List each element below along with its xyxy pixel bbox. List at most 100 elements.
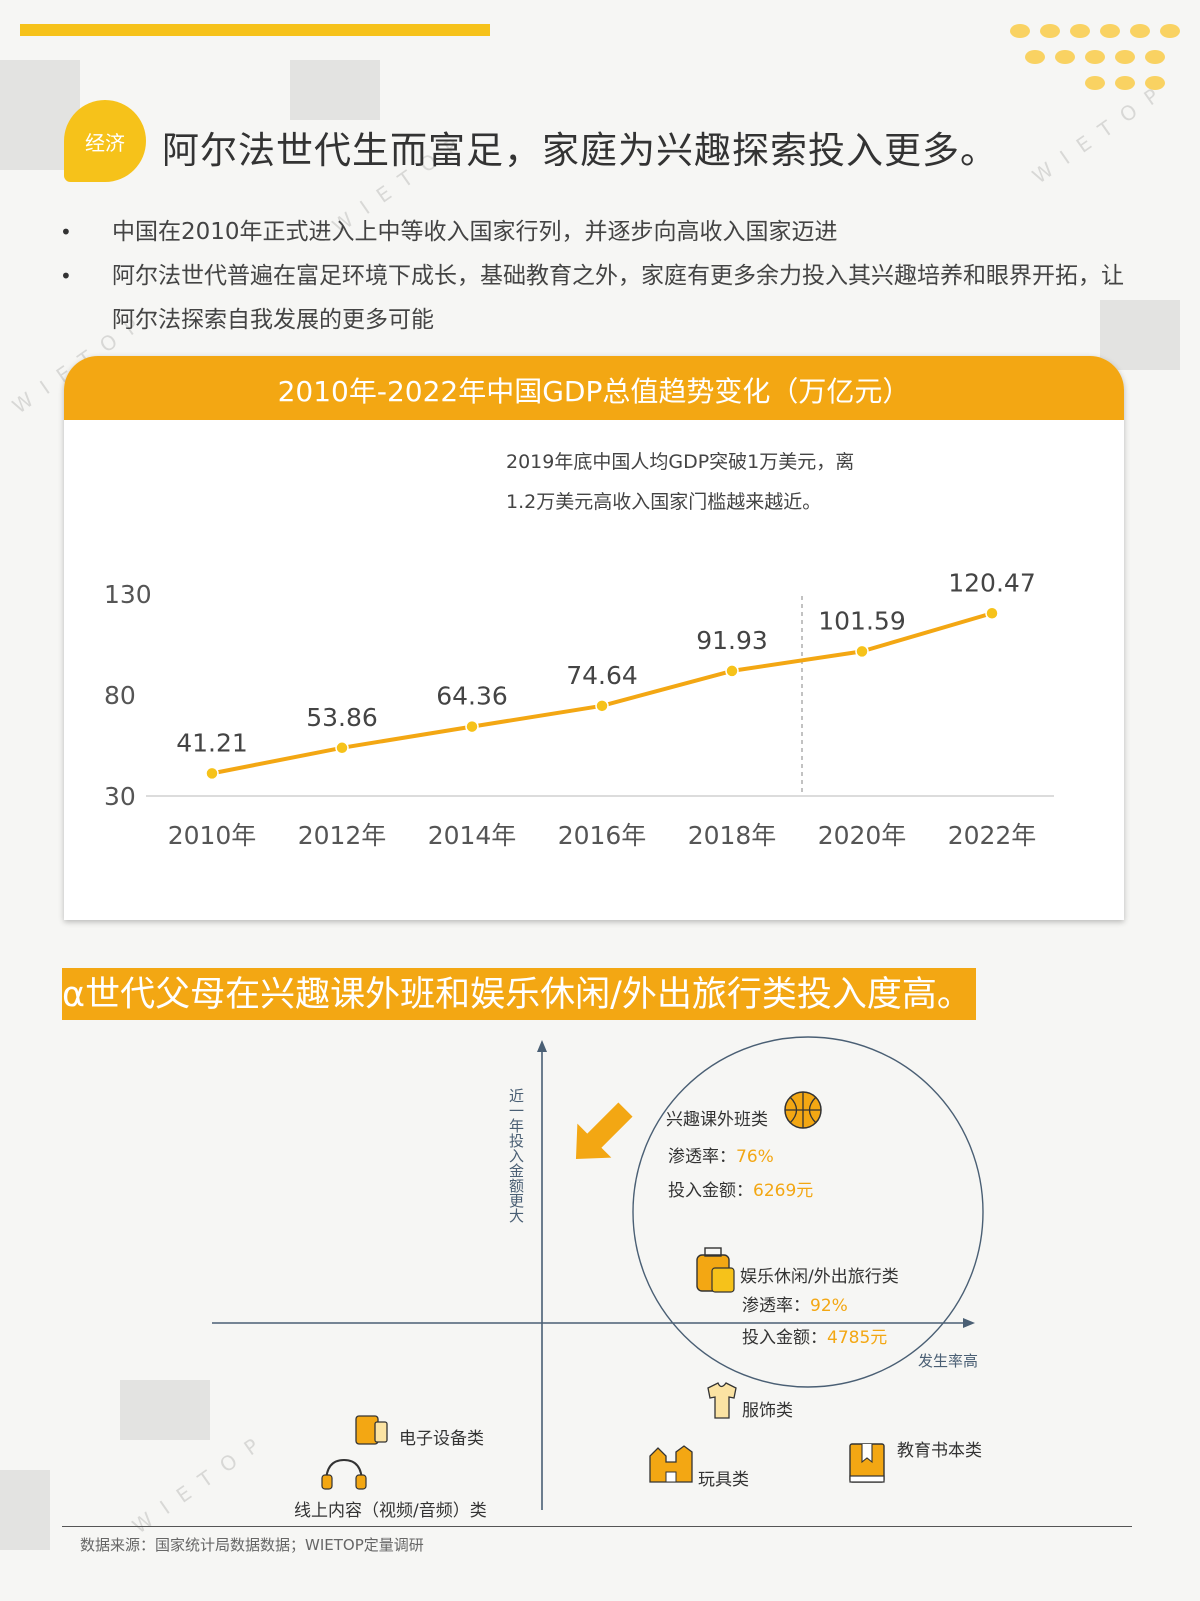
amount-line-leisure-travel: 投入金额：4785元 [742,1323,887,1348]
data-point [335,741,349,755]
item-label-interest-class: 兴趣课外班类 [666,1110,768,1130]
x-axis-label: 发生率高 [918,1352,979,1370]
decorative-dot [1085,50,1105,64]
series-line [211,611,993,776]
book-ribbon [861,1444,873,1464]
decorative-dots [1010,24,1190,104]
data-point [985,606,999,621]
y-tick-label: 80 [104,681,136,710]
item-label-toys: 玩具类 [698,1470,749,1490]
data-label: 41.21 [176,728,248,757]
decorative-dot [1100,24,1120,38]
headband [325,1458,363,1484]
decorative-dot [1145,50,1165,64]
quadrant-chart [212,1036,984,1510]
decorative-dot [1160,24,1180,38]
data-point [855,644,869,659]
x-tick-label: 2010年 [168,821,257,850]
bullet-item: 中国在2010年正式进入上中等收入国家行列，并逐步向高收入国家迈进 [60,210,1140,254]
direction-arrow-icon [575,1102,633,1160]
x-tick-label: 2014年 [428,821,517,850]
data-label: 101.59 [818,606,905,635]
section-title: α世代父母在兴趣课外班和娱乐休闲/外出旅行类投入度高。 [62,968,976,1020]
decorative-dot [1130,24,1150,38]
gdp-chart-card: 2010年-2022年中国GDP总值趋势变化（万亿元） 30 80 130 2010年… [64,356,1124,920]
gdp-line-chart: 30 80 130 2010年 2012年 2014年 2016年 2018年 2020年 202… [104,451,1054,850]
luggage-handle [704,1247,722,1257]
chart-title: 2010年-2022年中国GDP总值趋势变化（万亿元） [64,356,1124,420]
book-icon [849,1443,885,1483]
x-tick-label: 2016年 [558,821,647,850]
x-tick-label: 2012年 [298,821,387,850]
castle-shape [649,1445,693,1483]
data-point [205,766,219,781]
y-tick-label: 30 [104,782,136,811]
x-tick-label: 2022年 [948,821,1037,850]
amount-value: 4785元 [827,1328,888,1348]
highlight-circle [632,1036,984,1388]
data-label: 53.86 [306,703,378,732]
item-label-electronics: 电子设备类 [399,1429,484,1449]
data-label: 74.64 [566,661,638,690]
page-title: 阿尔法世代生而富足，家庭为兴趣探索投入更多。 [162,129,998,172]
decorative-dot [1070,24,1090,38]
x-axis-arrowhead [963,1318,975,1328]
decorative-dot [1025,50,1045,64]
basketball-icon [784,1091,822,1129]
y-axis-arrowhead [537,1040,547,1052]
decorative-dot [1040,24,1060,38]
x-tick-label: 2020年 [818,821,907,850]
bullet-list: 中国在2010年正式进入上中等收入国家行列，并逐步向高收入国家迈进 阿尔法世代普… [60,210,1140,342]
decorative-dot [1055,50,1075,64]
item-label-online-content: 线上内容（视频/音频）类 [294,1501,487,1521]
data-source: 数据来源：国家统计局数据数据；WIETOP定量调研 [80,1536,424,1554]
left-cup [321,1474,333,1490]
castle-door [665,1471,677,1483]
top-accent-bar [20,24,490,36]
watermark-block [120,1380,210,1440]
decorative-dot [1115,76,1135,90]
category-tag: 经济 [64,100,146,182]
item-label-books: 教育书本类 [897,1441,982,1461]
decorative-dot [1145,76,1165,90]
shirt-shape [707,1382,737,1419]
decorative-dot [1115,50,1135,64]
bullet-item: 阿尔法世代普遍在富足环境下成长，基础教育之外，家庭有更多余力投入其兴趣培养和眼界… [60,254,1140,342]
watermark-block [290,60,380,120]
tshirt-icon [707,1382,737,1419]
data-point [595,699,609,713]
toy-castle-icon [649,1445,693,1483]
amount-line-interest-class: 投入金额：6269元 [668,1176,813,1201]
annotation-text: 1.2万美元高收入国家门槛越来越近。 [506,491,821,513]
amount-label: 投入金额： [668,1181,753,1201]
luggage-icon [696,1247,735,1293]
rate-value: 92% [810,1296,848,1316]
item-label-leisure-travel: 娱乐休闲/外出旅行类 [740,1267,899,1287]
devices-icon [355,1415,388,1445]
footer-divider [62,1526,1132,1527]
decorative-dot [1010,24,1030,38]
rate-line-leisure-travel: 渗透率：92% [742,1291,848,1316]
data-label: 120.47 [948,568,1035,597]
rate-label: 渗透率： [742,1296,810,1316]
data-point [465,719,479,734]
data-label: 91.93 [696,626,768,655]
amount-value: 6269元 [753,1181,814,1201]
watermark-block [0,1470,50,1550]
rate-label: 渗透率： [668,1147,736,1167]
rate-value: 76% [736,1147,774,1167]
ball-lines [785,1092,821,1128]
book-pages [849,1475,885,1483]
y-axis-label: 近一年投入金额更大 [507,1088,525,1223]
headphones-icon [321,1458,367,1490]
item-label-clothing: 服饰类 [742,1401,793,1421]
amount-label: 投入金额： [742,1328,827,1348]
right-cup [355,1474,367,1490]
y-tick-label: 130 [104,580,152,609]
device-phone [374,1421,388,1443]
rate-line-interest-class: 渗透率：76% [668,1142,774,1167]
x-tick-label: 2018年 [688,821,777,850]
annotation-text: 2019年底中国人均GDP突破1万美元，离 [506,451,854,473]
data-label: 64.36 [436,682,508,711]
decorative-dot [1085,76,1105,90]
